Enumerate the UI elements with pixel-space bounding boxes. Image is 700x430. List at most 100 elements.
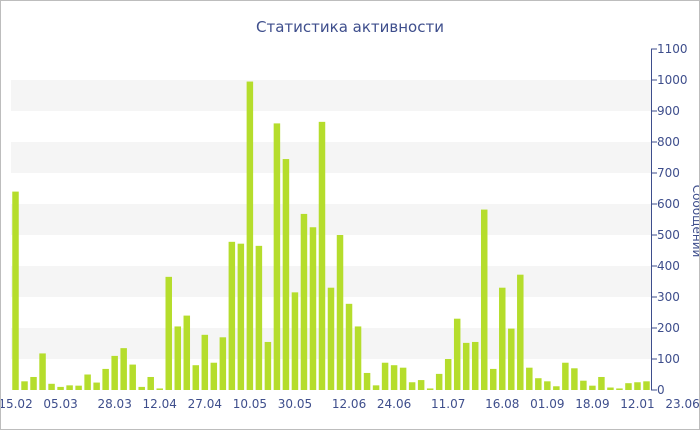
grid-band: [11, 80, 651, 111]
bar: [282, 159, 290, 390]
bar: [426, 388, 434, 390]
bar: [471, 341, 479, 390]
y-tick-label: 800: [657, 135, 680, 149]
bar: [417, 380, 425, 390]
bar: [354, 326, 362, 390]
bar: [462, 342, 470, 390]
bar: [535, 378, 542, 390]
y-tick-label: 200: [657, 321, 680, 335]
x-tick-label: 01.09: [530, 397, 564, 411]
bar: [57, 386, 64, 390]
bar: [363, 372, 371, 390]
bar: [264, 341, 272, 390]
x-tick-label: 12.06: [332, 397, 366, 411]
bar: [246, 81, 254, 391]
bar: [517, 274, 524, 390]
bar: [634, 382, 641, 390]
bar: [228, 241, 236, 390]
x-tick-label: 12.04: [143, 397, 177, 411]
bar: [616, 388, 623, 390]
bar: [120, 348, 127, 390]
bar: [21, 381, 28, 390]
x-tick-label: 24.06: [377, 397, 411, 411]
x-tick-label: 05.03: [43, 397, 77, 411]
y-tick-label: 100: [657, 352, 680, 366]
x-tick-label: 16.08: [485, 397, 519, 411]
bar: [300, 213, 308, 390]
bar: [345, 303, 353, 390]
bar: [273, 123, 281, 391]
bar: [201, 334, 209, 390]
bar: [111, 355, 118, 390]
bar: [165, 276, 172, 390]
x-tick-label: 18.09: [575, 397, 609, 411]
grid-band: [11, 142, 651, 173]
bar: [435, 373, 443, 390]
grid-bands: [11, 80, 651, 359]
bar: [480, 209, 488, 390]
bar: [381, 362, 389, 390]
y-tick-label: 700: [657, 166, 680, 180]
bar: [192, 365, 200, 390]
bar: [589, 385, 596, 390]
bar: [75, 385, 82, 390]
bar: [12, 191, 19, 390]
x-tick-label: 28.03: [97, 397, 131, 411]
bar: [399, 367, 407, 390]
bar: [372, 385, 380, 390]
bar: [508, 328, 515, 390]
bar: [84, 374, 91, 390]
bar: [93, 382, 100, 390]
bar: [183, 315, 191, 390]
grid-band: [11, 204, 651, 235]
x-tick-label: 27.04: [188, 397, 222, 411]
bar: [444, 359, 452, 390]
bar: [174, 326, 182, 390]
y-tick-label: 0: [657, 383, 665, 397]
bar: [219, 337, 227, 390]
bar: [453, 318, 461, 390]
bar: [390, 365, 398, 390]
bar: [102, 368, 109, 390]
y-tick-label: 500: [657, 228, 680, 242]
bar: [598, 376, 605, 390]
x-tick-label: 15.02: [1, 397, 33, 411]
bar: [129, 364, 136, 390]
x-tick-label: 23.06: [665, 397, 699, 411]
bar: [147, 376, 154, 390]
bar: [562, 362, 569, 390]
bar: [526, 367, 533, 390]
bar: [30, 376, 37, 390]
y-axis-title: Сообщений: [690, 185, 699, 258]
x-axis-ticks: 15.02 05.03 28.03 12.04 27.04 10.05 30.05 12.06…: [1, 397, 699, 411]
bar: [544, 381, 551, 390]
bar: [255, 245, 263, 390]
bar: [553, 386, 560, 390]
x-tick-label: 10.05: [233, 397, 267, 411]
bar: [318, 121, 326, 390]
bar: [643, 381, 650, 390]
bar: [39, 353, 46, 390]
bar: [66, 385, 73, 390]
y-tick-label: 1100: [657, 42, 688, 56]
bar: [571, 368, 578, 390]
y-tick-label: 600: [657, 197, 680, 211]
bar: [327, 287, 335, 390]
bar: [138, 386, 145, 390]
y-tick-label: 1000: [657, 73, 688, 87]
x-tick-label: 11.07: [431, 397, 465, 411]
x-tick-label: 30.05: [278, 397, 312, 411]
bars-group: [12, 81, 650, 391]
bar: [309, 227, 317, 390]
bar: [607, 387, 614, 390]
bar: [48, 383, 55, 390]
bar: [237, 243, 245, 390]
bar: [490, 368, 497, 390]
bar: [156, 388, 163, 390]
bar: [291, 292, 299, 390]
y-axis-ticks: 0 100 200 300 400 500 600 700 800 900 1000 1100: [651, 42, 688, 397]
bar: [408, 382, 416, 390]
x-tick-label: 12.01: [620, 397, 654, 411]
